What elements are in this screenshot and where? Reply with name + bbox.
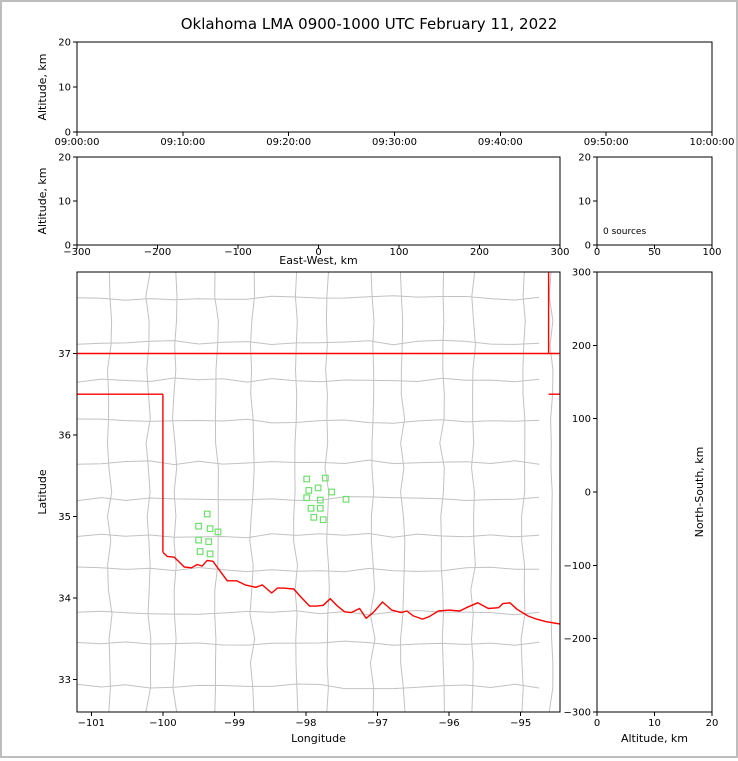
station-marker bbox=[307, 504, 315, 512]
y-tick-label: 300 bbox=[572, 268, 591, 279]
y-tick-label: 20 bbox=[58, 153, 71, 164]
station-marker bbox=[328, 488, 336, 496]
x-tick-label: 200 bbox=[470, 247, 489, 258]
county-boundaries bbox=[77, 272, 554, 712]
border-red-river bbox=[162, 551, 560, 625]
map-layer bbox=[77, 272, 560, 712]
ew-height-xlabel: East-West, km bbox=[279, 254, 357, 267]
y-tick-label: 200 bbox=[572, 341, 591, 352]
y-tick-label: 10 bbox=[58, 83, 71, 94]
x-tick-label: −101 bbox=[78, 718, 105, 729]
axes-layer: 09:00:00 09:10:00 09:20:00 09:30:00 09:40:00… bbox=[55, 38, 735, 730]
station-marker bbox=[206, 525, 214, 533]
x-tick-label: −200 bbox=[144, 247, 171, 258]
station-marker bbox=[196, 548, 204, 555]
y-tick-label: 36 bbox=[58, 430, 71, 441]
y-tick-label: 0 bbox=[585, 488, 591, 499]
lma-stations bbox=[195, 474, 350, 558]
station-marker bbox=[314, 484, 322, 492]
content-layer bbox=[77, 272, 560, 712]
y-tick-label: 37 bbox=[58, 349, 71, 360]
text-layer: Oklahoma LMA 0900-1000 UTC February 11, … bbox=[36, 15, 706, 745]
station-marker bbox=[321, 474, 329, 482]
source-count-annotation: 0 sources bbox=[603, 227, 646, 237]
station-marker bbox=[203, 510, 211, 518]
station-marker bbox=[214, 528, 222, 536]
y-tick-label: 20 bbox=[578, 153, 591, 164]
station-marker bbox=[303, 494, 311, 502]
x-tick-label: 50 bbox=[648, 247, 661, 258]
y-tick-label: −200 bbox=[564, 634, 591, 645]
y-tick-label: 100 bbox=[572, 414, 591, 425]
y-tick-label: 10 bbox=[578, 197, 591, 208]
x-tick-label: 0 bbox=[594, 247, 600, 258]
x-tick-label: 300 bbox=[550, 247, 569, 258]
x-tick-label: −95 bbox=[510, 718, 531, 729]
map-ylabel: Latitude bbox=[36, 469, 49, 515]
y-tick-label: 35 bbox=[58, 512, 71, 523]
x-tick-label: 09:20:00 bbox=[266, 137, 311, 148]
station-marker bbox=[206, 550, 214, 558]
x-tick-label: −98 bbox=[295, 718, 316, 729]
station-marker bbox=[319, 516, 327, 524]
ew-height-ylabel: Altitude, km bbox=[36, 167, 49, 234]
x-tick-label: 10 bbox=[648, 718, 661, 729]
x-tick-label: 09:40:00 bbox=[478, 137, 523, 148]
station-marker bbox=[195, 522, 203, 530]
x-tick-label: 10:00:00 bbox=[690, 137, 735, 148]
y-tick-label: 33 bbox=[58, 675, 71, 686]
x-tick-label: −100 bbox=[224, 247, 251, 258]
x-tick-label: −100 bbox=[149, 718, 176, 729]
x-tick-label: 09:50:00 bbox=[584, 137, 629, 148]
x-tick-label: 0 bbox=[594, 718, 600, 729]
state-borders bbox=[77, 272, 560, 625]
ns-height-xlabel: Altitude, km bbox=[621, 732, 688, 745]
time-height-frame bbox=[76, 41, 713, 133]
station-marker bbox=[316, 496, 324, 504]
x-tick-label: 100 bbox=[702, 247, 721, 258]
station-marker bbox=[316, 504, 324, 512]
y-tick-label: 0 bbox=[585, 241, 591, 252]
x-tick-label: 100 bbox=[389, 247, 408, 258]
y-tick-label: 10 bbox=[58, 197, 71, 208]
map-xlabel: Longitude bbox=[291, 732, 346, 745]
station-marker bbox=[303, 475, 311, 483]
x-tick-label: −96 bbox=[439, 718, 460, 729]
y-tick-label: −100 bbox=[564, 561, 591, 572]
x-tick-label: 09:10:00 bbox=[160, 137, 205, 148]
ew-height-frame bbox=[76, 156, 561, 246]
x-tick-label: 09:30:00 bbox=[372, 137, 417, 148]
x-tick-label: 09:00:00 bbox=[55, 137, 100, 148]
x-tick-label: 20 bbox=[706, 718, 719, 729]
x-tick-label: −97 bbox=[367, 718, 388, 729]
station-marker bbox=[342, 495, 350, 503]
y-tick-label: 20 bbox=[58, 38, 71, 49]
station-marker bbox=[305, 487, 313, 494]
station-marker bbox=[195, 536, 203, 544]
x-tick-label: 0 bbox=[315, 247, 321, 258]
y-tick-label: 34 bbox=[58, 593, 71, 604]
y-tick-label: 0 bbox=[65, 128, 71, 139]
y-tick-label: 0 bbox=[65, 241, 71, 252]
station-marker bbox=[310, 513, 318, 521]
figure-title: Oklahoma LMA 0900-1000 UTC February 11, … bbox=[181, 15, 558, 33]
x-tick-label: −99 bbox=[224, 718, 245, 729]
time-height-ylabel: Altitude, km bbox=[36, 53, 49, 120]
y-tick-label: −300 bbox=[564, 708, 591, 719]
plan-view-frame bbox=[76, 271, 561, 713]
x-tick-label: −300 bbox=[63, 247, 90, 258]
ns-height-ylabel: North-South, km bbox=[693, 447, 706, 538]
station-marker bbox=[205, 538, 213, 546]
